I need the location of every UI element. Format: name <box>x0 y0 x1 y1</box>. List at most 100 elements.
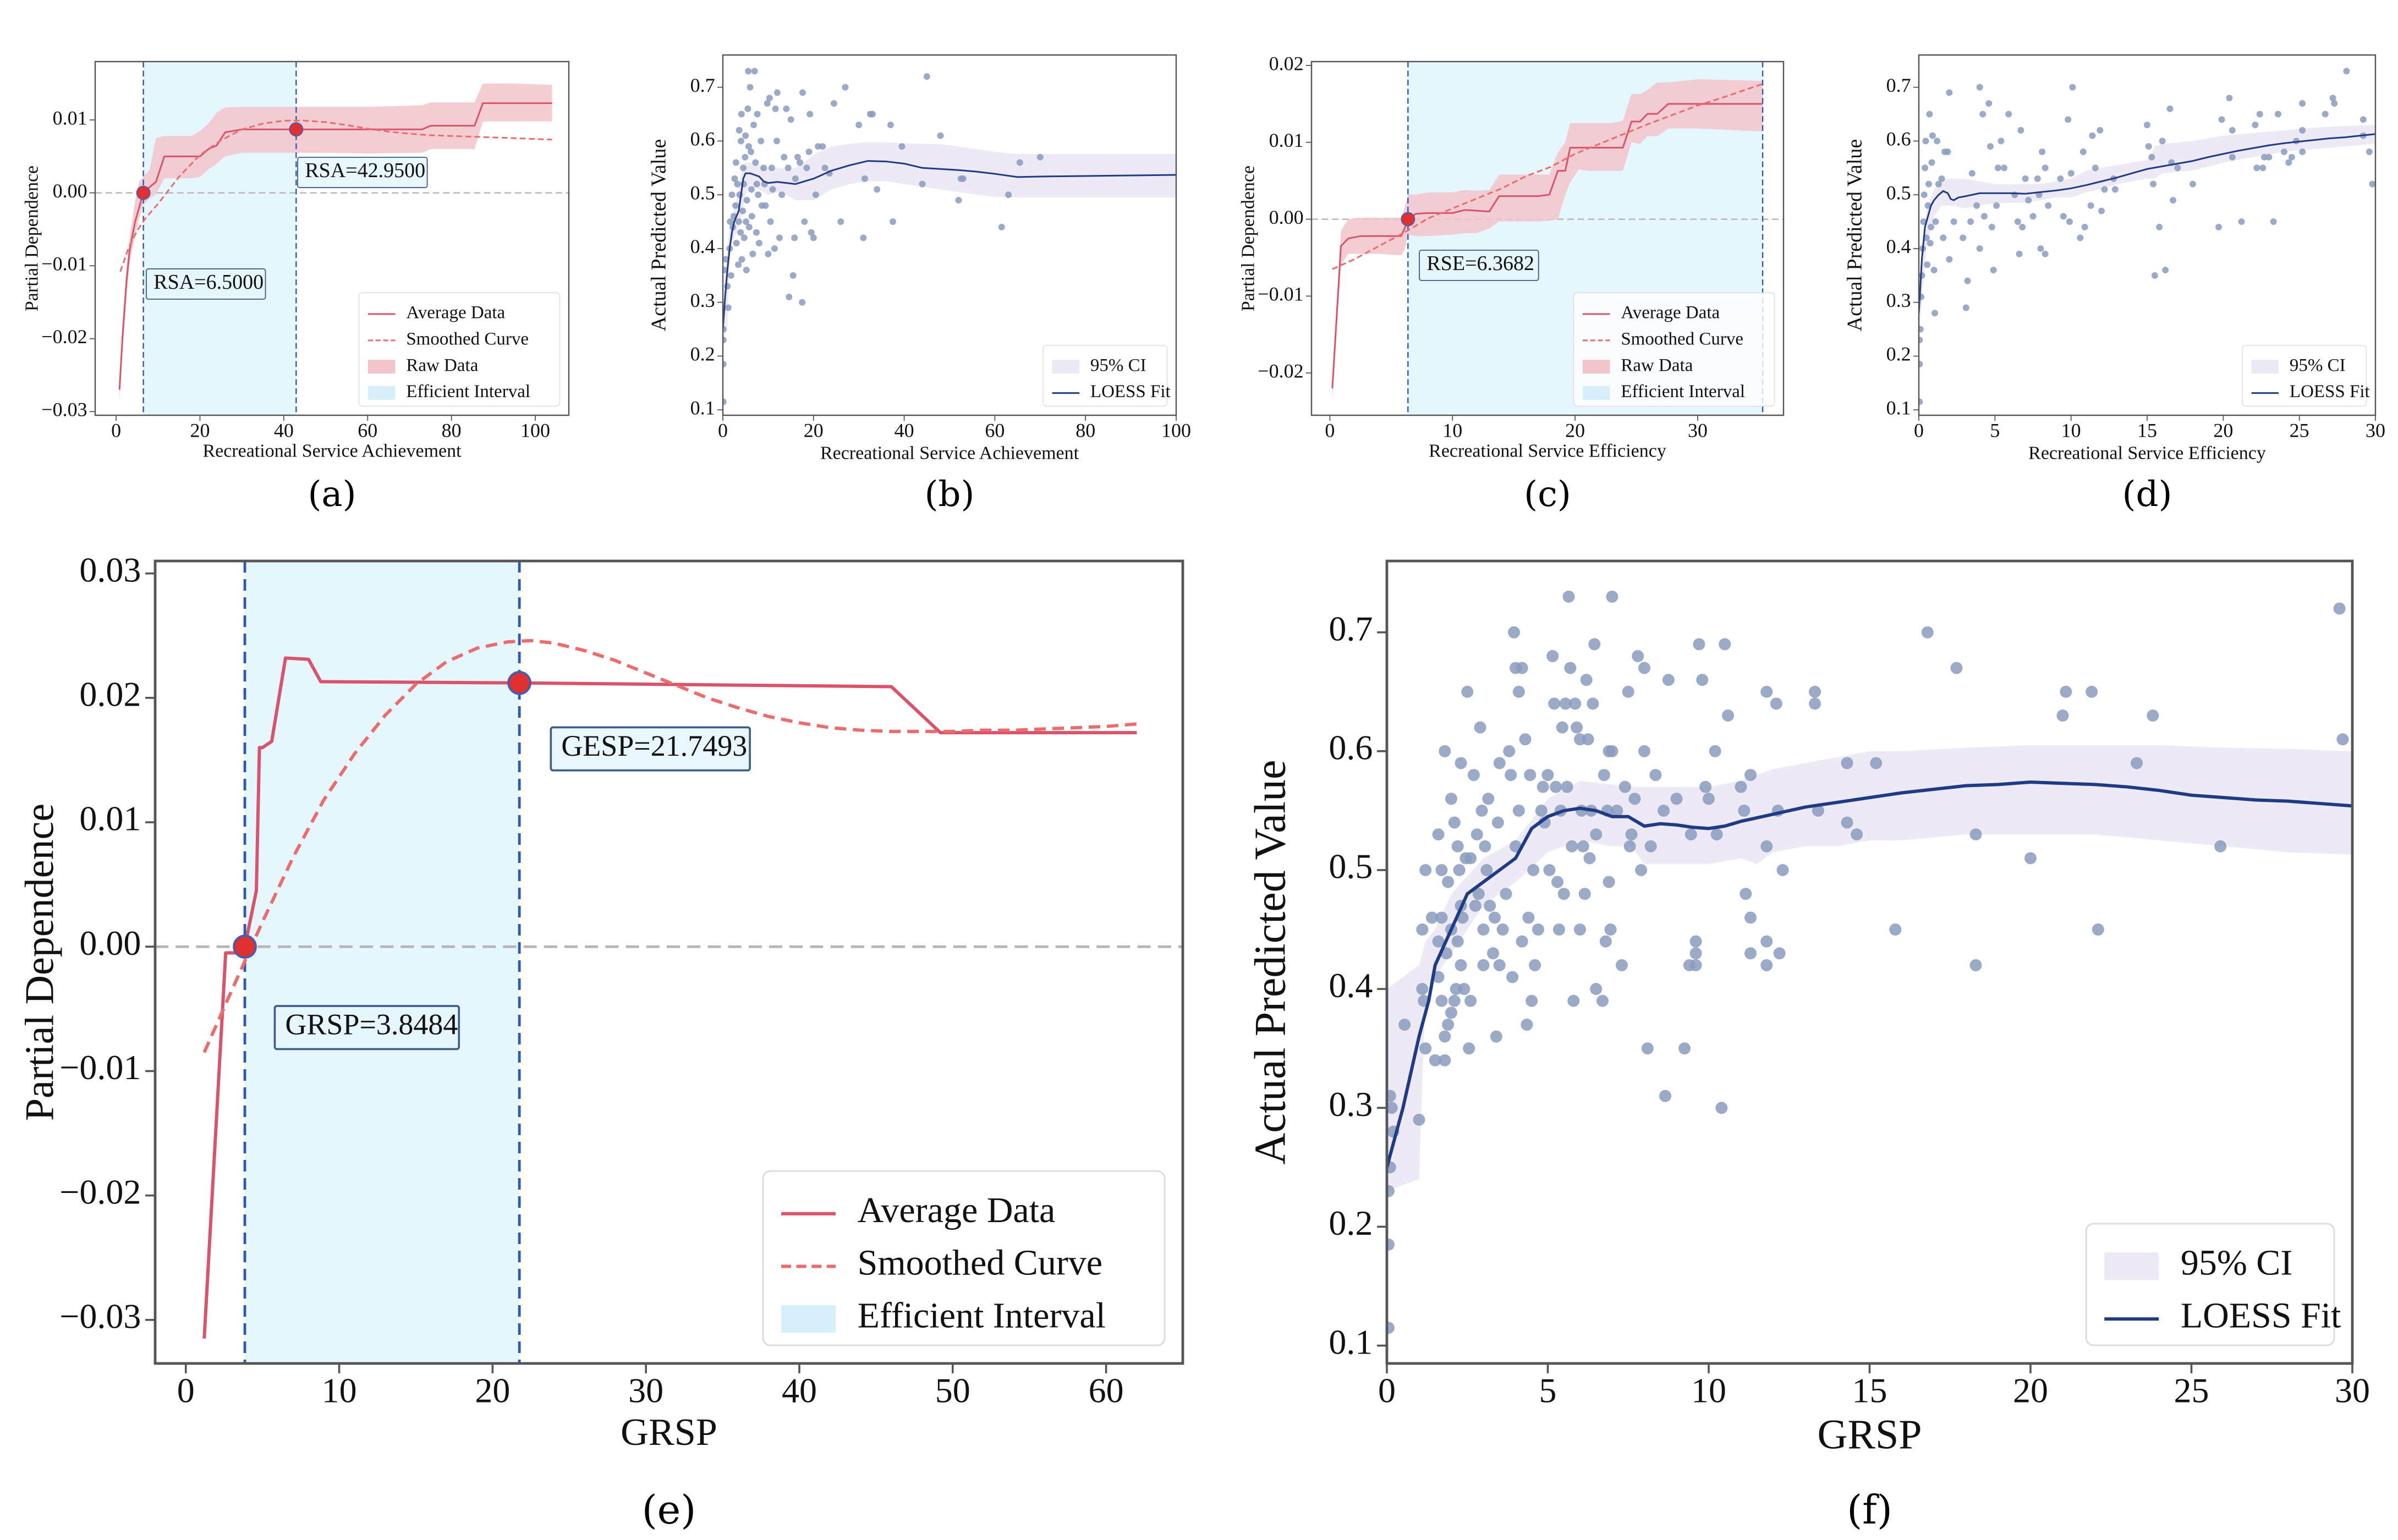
legend-label: Efficient Interval <box>858 1295 1106 1335</box>
legend-label: Average Data <box>406 303 505 323</box>
scatter-point <box>1516 935 1528 948</box>
scatter-point <box>1998 138 2005 145</box>
ci-band <box>1919 125 2375 335</box>
scatter-point <box>1435 911 1448 924</box>
scatter-point <box>2299 100 2306 107</box>
scatter-point <box>1464 852 1477 865</box>
scatter-point <box>1973 202 1980 209</box>
scatter-point <box>1841 816 1853 829</box>
scatter-point <box>794 153 801 161</box>
scatter-point <box>1527 864 1540 876</box>
scatter-point <box>1919 337 1923 344</box>
y-tick-label: 0.1 <box>1886 397 1911 419</box>
scatter-point <box>750 122 758 129</box>
legend-label: LOESS Fit <box>1090 382 1171 402</box>
x-tick-label: 60 <box>985 420 1005 442</box>
scatter-point <box>1946 256 1953 263</box>
scatter-point <box>919 180 926 188</box>
y-tick-label: 0.01 <box>53 107 87 129</box>
scatter-point <box>745 223 753 230</box>
scatter-point <box>2329 95 2336 102</box>
threshold-annotation-1: RSA=6.5000 <box>153 271 264 294</box>
scatter-point <box>737 229 744 236</box>
scatter-point <box>1773 947 1786 960</box>
x-tick-label: 40 <box>895 420 914 442</box>
threshold-annotation-2: GESP=21.7493 <box>561 729 747 762</box>
scatter-point <box>1467 769 1480 782</box>
scatter-point <box>1522 911 1535 924</box>
scatter-point <box>1930 267 1938 274</box>
x-tick-label: 5 <box>1990 420 2000 442</box>
x-tick-label: 10 <box>2061 420 2081 442</box>
scatter-point <box>1587 697 1599 710</box>
legend-label: LOESS Fit <box>2290 382 2370 402</box>
scatter-point <box>744 105 751 112</box>
scatter-point <box>1925 180 1932 188</box>
scatter-point <box>1938 175 1945 182</box>
scatter-point <box>787 116 794 123</box>
scatter-point <box>1919 326 1924 333</box>
legend-label: Average Data <box>858 1190 1056 1230</box>
scatter-point <box>2111 186 2119 193</box>
scatter-point <box>1976 245 1983 252</box>
scatter-point <box>1851 828 1863 841</box>
scatter-point <box>2066 218 2073 226</box>
legend-label: Raw Data <box>406 355 478 375</box>
y-axis-label: Partial Dependence <box>22 166 42 311</box>
scatter-point <box>2151 272 2158 279</box>
scatter-point <box>1512 685 1525 698</box>
scatter-point <box>1387 1322 1395 1334</box>
scatter-point <box>1924 261 1931 268</box>
scatter-point <box>1543 864 1556 876</box>
y-tick-label: 0.02 <box>79 675 141 714</box>
scatter-point <box>773 89 781 96</box>
scatter-point <box>1969 828 1982 841</box>
scatter-point <box>1458 983 1470 996</box>
scatter-point <box>735 218 742 226</box>
scatter-point <box>2131 757 2143 769</box>
scatter-point <box>1940 234 1947 241</box>
scatter-point <box>1935 180 1942 188</box>
scatter-point <box>2218 116 2225 123</box>
scatter-point <box>1469 899 1481 912</box>
scatter-point <box>1474 721 1486 734</box>
scatter-point <box>1550 780 1562 793</box>
scatter-point <box>1451 840 1464 853</box>
x-tick-label: 0 <box>1325 420 1335 442</box>
y-tick-label: 0.2 <box>690 343 715 365</box>
scatter-point <box>747 84 754 91</box>
scatter-point <box>2299 148 2306 155</box>
scatter-point <box>1516 662 1528 674</box>
scatter-point <box>2025 196 2032 204</box>
scatter-point <box>2366 148 2373 155</box>
scatter-point <box>1684 828 1697 841</box>
scatter-point <box>1525 994 1538 1007</box>
scatter-point <box>1969 959 1982 971</box>
legend: Average Data Smoothed Curve Raw Data Effici… <box>358 292 561 407</box>
scatter-point <box>2086 685 2098 698</box>
legend-swatch-efficient-interval <box>1583 386 1610 400</box>
plot-area <box>1919 68 2375 405</box>
scatter-point <box>751 68 758 75</box>
scatter-point <box>1760 959 1773 971</box>
legend-label: Average Data <box>1621 303 1720 323</box>
legend-label: LOESS Fit <box>2181 1295 2341 1335</box>
scatter-point <box>1439 1030 1451 1043</box>
scatter-point <box>1416 923 1429 936</box>
scatter-point <box>754 111 761 118</box>
scatter-point <box>2214 840 2227 853</box>
y-tick-label: 0.4 <box>1329 966 1373 1005</box>
scatter-point <box>1508 626 1521 639</box>
scatter-point <box>2092 923 2104 936</box>
scatter-point <box>1413 1113 1425 1126</box>
x-tick-label: 0 <box>177 1371 195 1410</box>
scatter-point <box>1770 697 1782 710</box>
scatter-point <box>890 218 896 226</box>
scatter-point <box>1455 959 1467 971</box>
x-tick-label: 10 <box>1442 420 1462 442</box>
scatter-point <box>1505 769 1517 782</box>
legend: 95% CI LOESS Fit <box>2085 1223 2341 1346</box>
scatter-point <box>2014 218 2021 226</box>
scatter-point <box>2229 153 2236 161</box>
